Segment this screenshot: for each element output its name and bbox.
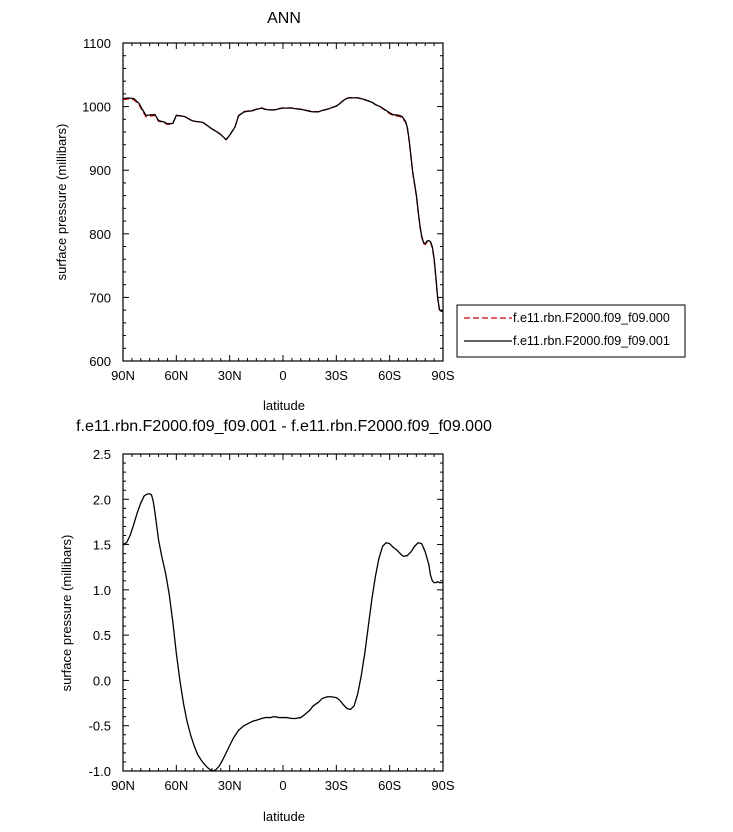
x-tick-label: 90S — [431, 778, 454, 793]
series-line-0 — [122, 97, 444, 313]
y-tick-label: -0.5 — [89, 719, 111, 734]
plot-frame — [122, 42, 444, 362]
series-line-1 — [122, 97, 444, 312]
x-tick-label: 60N — [164, 368, 188, 383]
y-tick-label: 0.0 — [93, 673, 111, 688]
y-tick-label: 2.0 — [93, 492, 111, 507]
top-plot-area: 90N 60N 30N 0 30S 60S 90S 600 700 800 900 1000 1100 — [82, 36, 455, 383]
top-ylabel: surface pressure (millibars) — [54, 124, 69, 281]
x-tick-label: 0 — [279, 368, 286, 383]
legend-box — [456, 304, 686, 358]
x-tick-label: 90N — [111, 778, 135, 793]
legend-label-series-1: f.e11.rbn.F2000.f09_f09.001 — [513, 334, 670, 348]
y-tick-label: 900 — [89, 163, 111, 178]
y-tick-label: 800 — [89, 227, 111, 242]
y-tick-label: 1.0 — [93, 583, 111, 598]
x-tick-label: 60S — [378, 368, 401, 383]
y-tick-label: 0.5 — [93, 628, 111, 643]
y-tick-label: 2.5 — [93, 447, 111, 462]
x-tick-label: 0 — [279, 778, 286, 793]
y-tick-label: 1000 — [82, 100, 111, 115]
top-xlabel: latitude — [263, 398, 305, 413]
top-panel: ANN 90N 60N 30N 0 30S 60S 90S 600 700 800 900 1000 1… — [54, 10, 686, 413]
x-tick-label: 30S — [325, 368, 348, 383]
x-tick-label: 90S — [431, 368, 454, 383]
y-tick-label: 600 — [89, 354, 111, 369]
x-tick-label: 30S — [325, 778, 348, 793]
x-tick-label: 60S — [378, 778, 401, 793]
bottom-plot-area: 90N 60N 30N 0 30S 60S 90S -1.0 -0.5 0.0 0.5 1.0 1.5 2… — [89, 447, 455, 793]
legend: f.e11.rbn.F2000.f09_f09.000 f.e11.rbn.F2… — [456, 304, 686, 358]
bottom-xlabel: latitude — [263, 809, 305, 824]
x-tick-label: 90N — [111, 368, 135, 383]
bottom-title: f.e11.rbn.F2000.f09_f09.001 - f.e11.rbn.… — [76, 418, 492, 435]
bottom-ylabel: surface pressure (millibars) — [59, 535, 74, 692]
series-line-0 — [122, 493, 443, 772]
top-title: ANN — [267, 10, 301, 27]
bottom-panel: f.e11.rbn.F2000.f09_f09.001 - f.e11.rbn.… — [59, 418, 492, 824]
y-tick-label: 1.5 — [93, 538, 111, 553]
legend-label-series-0: f.e11.rbn.F2000.f09_f09.000 — [513, 311, 670, 325]
y-tick-label: 700 — [89, 290, 111, 305]
x-tick-label: 30N — [218, 368, 242, 383]
x-tick-label: 60N — [164, 778, 188, 793]
x-tick-label: 30N — [218, 778, 242, 793]
y-tick-label: -1.0 — [89, 764, 111, 779]
y-tick-label: 1100 — [83, 36, 111, 51]
